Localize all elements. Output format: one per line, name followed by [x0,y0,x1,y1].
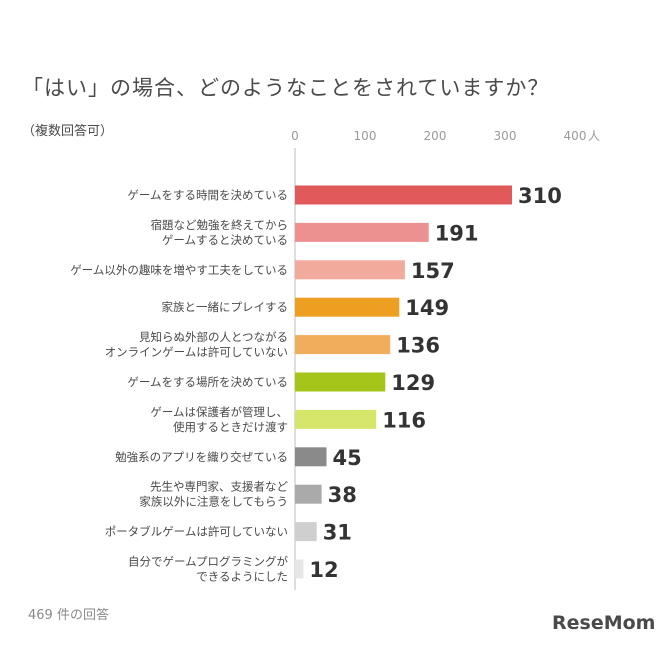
category-label: 勉強系のアプリを織り交ぜている [115,450,288,464]
category-label: ポータブルゲームは許可していない [105,525,288,539]
bar [295,335,391,355]
category-label: できるようにした [196,570,288,584]
x-tick-label: 100 [354,129,377,143]
category-label: ゲーム以外の趣味を増やす工夫をしている [70,263,288,277]
x-axis-unit: 人 [588,129,600,143]
bar [295,409,377,429]
value-label: 191 [435,221,479,245]
x-tick-label: 200 [424,129,447,143]
x-tick-label: 400 [564,129,587,143]
bar [295,185,512,205]
bar [295,260,405,280]
bar [295,447,327,467]
category-label: 宿題など勉強を終えてから [151,218,288,232]
x-tick-label: 300 [494,129,517,143]
category-label: ゲームすると決めている [162,233,288,247]
category-label: 家族以外に注意をしてもらう [139,495,288,509]
category-label: 自分でゲームプログラミングが [128,555,288,569]
category-label: 使用するときだけ渡す [173,420,288,434]
bar [295,297,400,317]
chart-subtitle: （複数回答可） [22,124,114,139]
chart-title: 「はい」の場合、どのようなことをされていますか？ [22,76,550,100]
bar [295,559,304,579]
category-label: ゲームをする場所を決めている [127,375,288,389]
value-label: 45 [333,446,362,470]
category-label: 先生や専門家、支援者など [150,480,288,494]
value-label: 31 [323,521,352,545]
value-label: 12 [309,558,338,582]
bar [295,484,322,504]
value-label: 157 [411,259,455,283]
value-label: 136 [396,334,440,358]
value-label: 310 [518,184,562,208]
category-label: ゲームは保護者が管理し、 [150,405,288,419]
resemom-logo: ReseMom [552,612,655,634]
category-label: 見知らぬ外部の人とつながる [139,330,288,344]
value-label: 149 [405,296,449,320]
bar [295,222,429,242]
value-label: 38 [328,483,357,507]
x-tick-label: 0 [291,129,299,143]
brand-text: ReseMom [552,612,656,634]
category-label: オンラインゲームは許可していない [105,345,288,359]
bar [295,522,317,542]
value-label: 129 [391,371,435,395]
category-label: ゲームをする時間を決めている [127,188,288,202]
bar [295,372,386,392]
value-label: 116 [382,408,426,432]
response-count: 469 件の回答 [28,608,109,623]
category-label: 家族と一緒にプレイする [162,300,289,314]
